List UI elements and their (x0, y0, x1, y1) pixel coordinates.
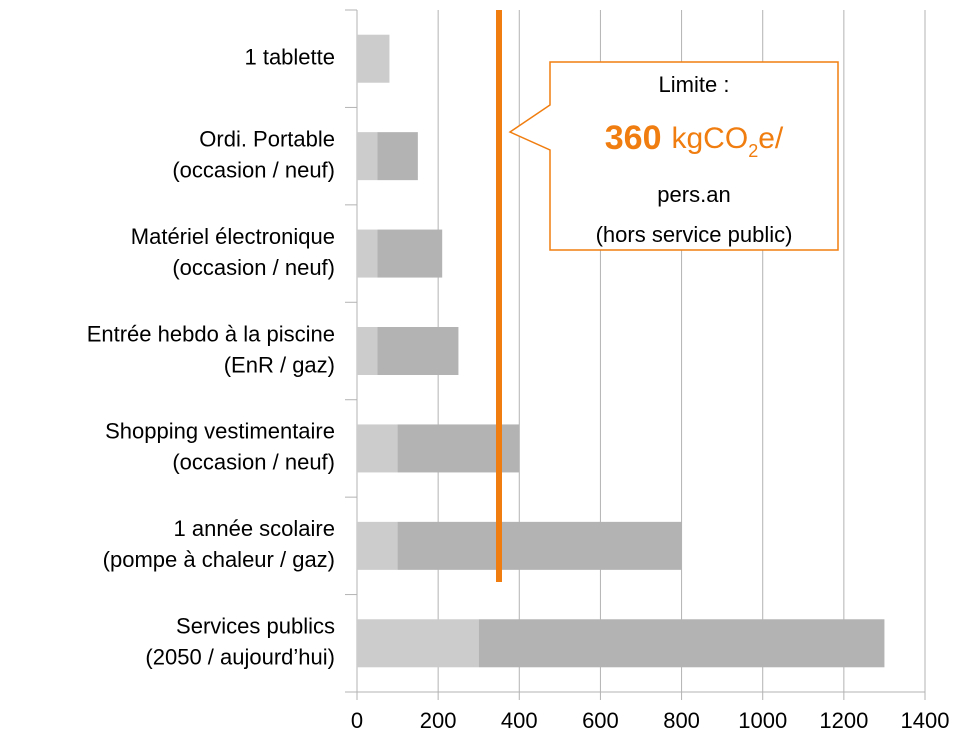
bar-segment (357, 619, 479, 668)
category-label: Matériel électronique (131, 224, 335, 249)
category-label: (occasion / neuf) (172, 255, 335, 280)
x-tick-label: 800 (663, 708, 700, 733)
x-tick-label: 400 (501, 708, 538, 733)
category-label: Entrée hebdo à la piscine (87, 321, 335, 346)
annotation-line1: Limite : (659, 72, 730, 97)
bar-segment (357, 327, 378, 375)
category-label: (2050 / aujourd’hui) (145, 645, 335, 670)
x-tick-label: 1000 (738, 708, 787, 733)
bar-segment (357, 132, 378, 181)
annotation-line4: (hors service public) (596, 222, 793, 247)
x-tick-label: 1200 (819, 708, 868, 733)
x-tick-label: 600 (582, 708, 619, 733)
category-label: 1 tablette (244, 45, 335, 70)
x-tick-label: 1400 (901, 708, 950, 733)
annotation-number: 360 (605, 119, 662, 157)
bar-segment (357, 229, 378, 278)
category-label: (occasion / neuf) (172, 450, 335, 475)
category-label: 1 année scolaire (174, 516, 335, 541)
bar-segment (377, 327, 459, 375)
annotation-unit: kgCO (672, 122, 749, 155)
annotation-subscript: 2 (748, 141, 758, 161)
category-label: Shopping vestimentaire (105, 419, 335, 444)
annotation-unit-end: e/ (758, 122, 784, 155)
bar-segment (377, 229, 443, 278)
annotation-line2: 360 kgCO2e/ (605, 119, 784, 161)
bar-segment (397, 521, 682, 570)
category-label: Ordi. Portable (199, 126, 335, 151)
callout-box (508, 61, 839, 251)
x-tick-label: 0 (351, 708, 363, 733)
category-label: (occasion / neuf) (172, 157, 335, 182)
category-label: Services publics (176, 614, 335, 639)
bar-segment (357, 424, 398, 473)
category-label: (pompe à chaleur / gaz) (103, 547, 335, 572)
bar-segment (377, 132, 418, 181)
bar-segment (357, 521, 398, 570)
bar-segment (357, 34, 390, 83)
category-label: (EnR / gaz) (224, 352, 335, 377)
x-tick-label: 200 (420, 708, 457, 733)
bar-segment (478, 619, 885, 668)
annotation-line3: pers.an (657, 182, 730, 207)
